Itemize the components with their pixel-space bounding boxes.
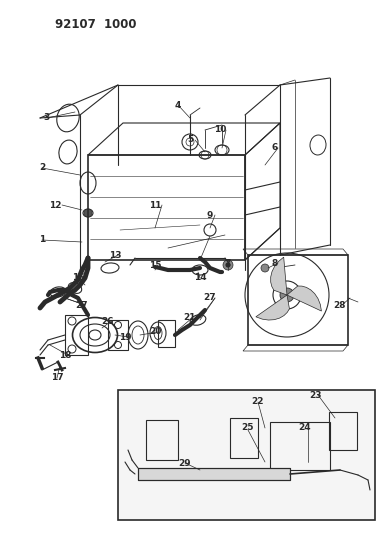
Circle shape — [206, 468, 218, 480]
Text: 3: 3 — [44, 114, 50, 123]
Text: 7: 7 — [225, 259, 231, 268]
Text: 14: 14 — [194, 273, 206, 282]
Polygon shape — [118, 390, 375, 520]
Text: 15: 15 — [149, 261, 161, 270]
Text: 17: 17 — [51, 374, 63, 383]
Text: 18: 18 — [59, 351, 71, 359]
Text: 28: 28 — [334, 301, 346, 310]
Text: 5: 5 — [187, 135, 193, 144]
Circle shape — [223, 260, 233, 270]
Polygon shape — [287, 286, 321, 311]
Text: 2: 2 — [39, 164, 45, 173]
Text: 22: 22 — [252, 398, 264, 407]
Polygon shape — [138, 468, 290, 480]
Text: 6: 6 — [272, 143, 278, 152]
Text: 92107  1000: 92107 1000 — [55, 18, 136, 31]
Circle shape — [226, 263, 230, 267]
Text: 26: 26 — [102, 318, 114, 327]
Text: 8: 8 — [272, 259, 278, 268]
Text: 13: 13 — [109, 251, 121, 260]
Text: 27: 27 — [204, 294, 216, 303]
Text: 25: 25 — [242, 424, 254, 432]
Circle shape — [261, 264, 269, 272]
Text: 16: 16 — [72, 273, 84, 282]
Text: 24: 24 — [299, 424, 311, 432]
Text: 29: 29 — [179, 458, 191, 467]
Text: 23: 23 — [309, 391, 321, 400]
Circle shape — [202, 432, 218, 448]
Text: 27: 27 — [76, 301, 88, 310]
Text: 10: 10 — [214, 125, 226, 134]
Text: 9: 9 — [207, 211, 213, 220]
Text: 20: 20 — [149, 327, 161, 336]
Circle shape — [280, 288, 294, 302]
Text: 19: 19 — [119, 333, 131, 342]
Text: 4: 4 — [175, 101, 181, 109]
Text: 1: 1 — [39, 236, 45, 245]
Polygon shape — [271, 257, 287, 295]
Text: 21: 21 — [184, 313, 196, 322]
Polygon shape — [256, 295, 290, 320]
Circle shape — [84, 209, 92, 217]
Text: 12: 12 — [49, 200, 61, 209]
Text: 11: 11 — [149, 200, 161, 209]
